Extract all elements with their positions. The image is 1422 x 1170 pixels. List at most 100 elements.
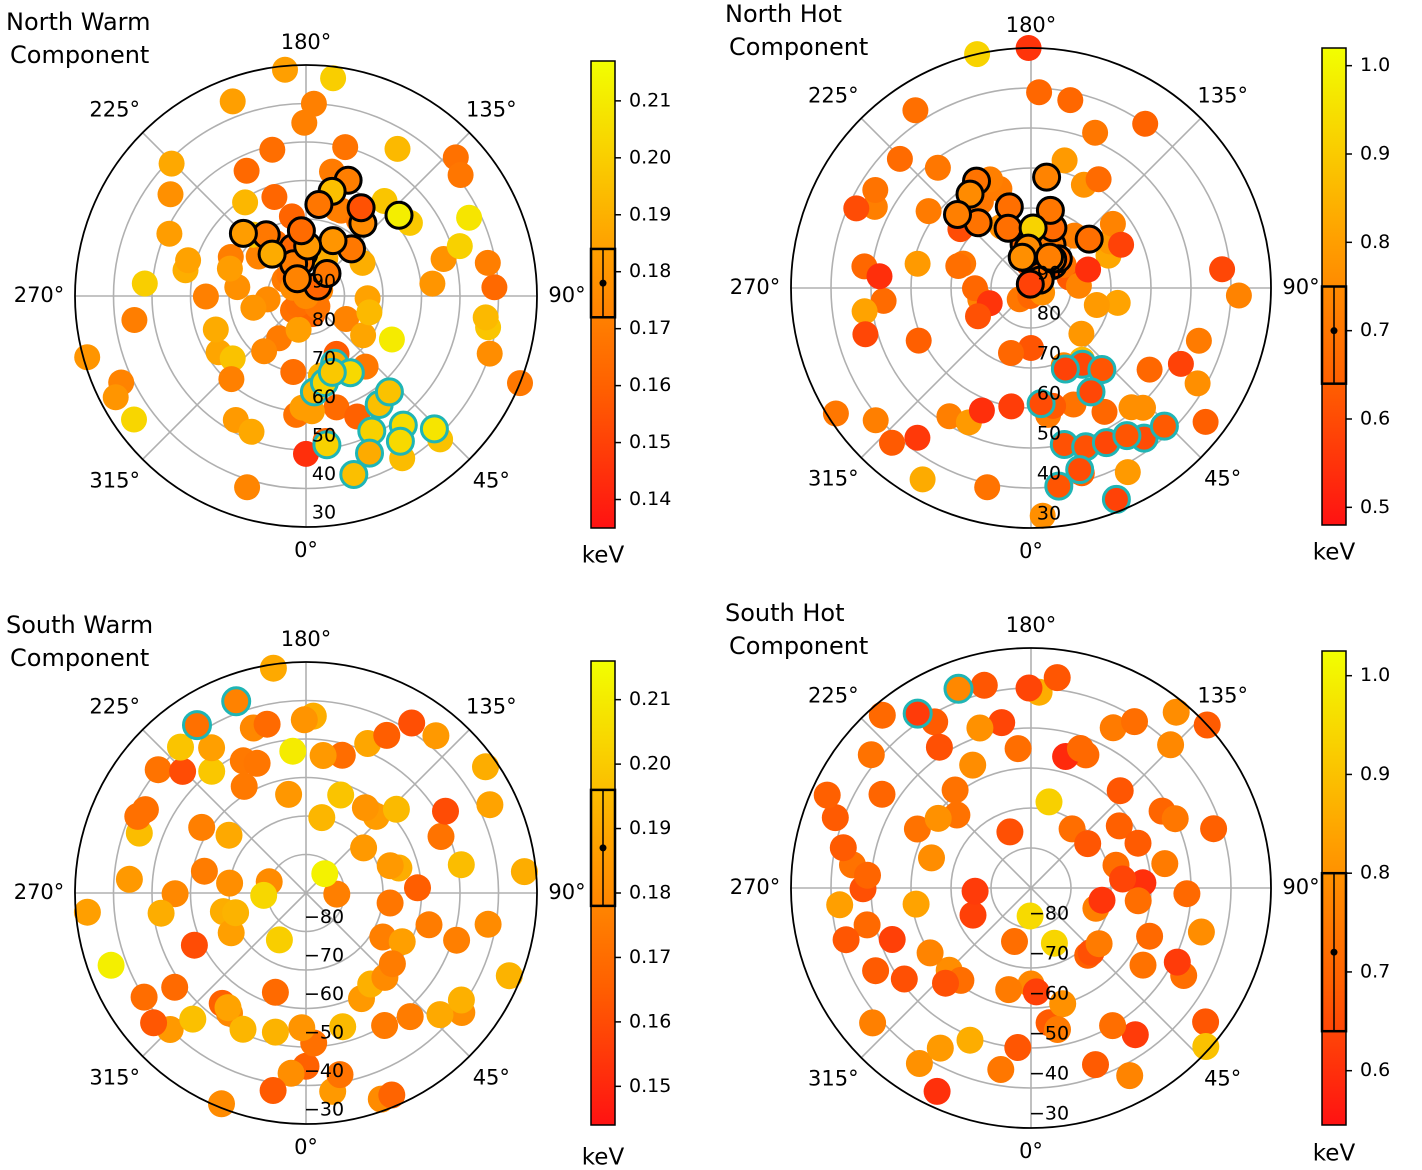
data-point <box>1035 242 1064 272</box>
data-point <box>217 919 245 947</box>
data-point <box>214 994 242 1022</box>
data-point <box>1035 195 1065 225</box>
data-point <box>158 150 185 177</box>
radial-tick-label: 40 <box>312 463 336 485</box>
data-point <box>941 776 969 804</box>
data-point <box>1022 978 1050 1006</box>
data-point <box>356 299 383 326</box>
data-point <box>265 926 293 954</box>
radial-tick-label: 40 <box>1037 463 1061 485</box>
colorbar-tick-label: 0.19 <box>629 203 671 225</box>
radial-tick-label: −60 <box>1029 983 1069 1005</box>
grid-spoke <box>1030 887 1202 1059</box>
data-point <box>998 393 1025 420</box>
data-point <box>868 780 896 808</box>
radial-tick-label: −80 <box>1029 903 1069 925</box>
data-point <box>923 1077 951 1105</box>
data-point <box>987 1056 1015 1083</box>
data-point <box>472 753 499 781</box>
grid-spoke <box>142 729 307 894</box>
data-point <box>1075 256 1102 283</box>
data-point <box>495 962 523 990</box>
data-point <box>179 1005 207 1033</box>
data-point <box>259 654 287 682</box>
radial-tick-label: 60 <box>312 386 336 408</box>
colorbar-marker <box>1330 327 1338 335</box>
colorbar-label: keV <box>582 543 625 569</box>
data-point <box>443 926 471 954</box>
data-point <box>1029 502 1056 529</box>
data-point <box>1074 224 1104 254</box>
data-point <box>862 177 889 203</box>
data-point <box>156 220 183 247</box>
radial-tick-label: 80 <box>1037 303 1061 325</box>
colorbar-tick-label: 0.21 <box>629 89 671 111</box>
data-point <box>350 322 377 349</box>
data-point <box>1099 1012 1127 1040</box>
colorbar-tick-label: 1.0 <box>1360 664 1390 686</box>
data-point <box>902 890 930 918</box>
data-point <box>826 891 854 919</box>
data-point <box>1192 408 1219 435</box>
polar-panel-3: −80 −70 −60 −50 −40 −30 180° 135° 90° 45° 0° 315° 27… <box>725 599 1390 1167</box>
colorbar-tick-label: 0.9 <box>1360 143 1390 165</box>
data-point <box>291 109 318 136</box>
data-point <box>905 1050 933 1077</box>
data-point <box>1114 459 1141 486</box>
angle-label: 45° <box>1204 467 1241 491</box>
radial-tick-label: 50 <box>1037 423 1061 445</box>
data-point <box>1105 812 1133 840</box>
colorbar-label: keV <box>1313 1141 1356 1167</box>
radial-tick-label: −30 <box>1029 1103 1069 1125</box>
data-point <box>323 394 350 421</box>
data-point <box>970 671 998 699</box>
data-point <box>472 304 499 331</box>
data-point <box>346 193 376 223</box>
data-point <box>456 204 483 231</box>
angle-label: 180° <box>281 30 332 54</box>
data-point <box>1157 731 1185 759</box>
colorbar-tick-label: 0.5 <box>1360 496 1390 518</box>
data-point <box>1184 370 1211 397</box>
data-point <box>308 804 336 832</box>
radial-tick-label: 90 <box>1037 263 1061 285</box>
data-point <box>916 939 944 967</box>
data-point <box>476 791 504 819</box>
data-point <box>1001 928 1028 955</box>
colorbar-tick-label: 0.9 <box>1360 763 1390 785</box>
data-point <box>1074 830 1102 858</box>
angle-label: 225° <box>89 695 140 719</box>
radial-tick-label: −60 <box>304 983 344 1005</box>
data-point <box>924 804 952 832</box>
angle-label: 135° <box>1197 683 1248 707</box>
data-point <box>238 418 265 445</box>
data-point <box>988 709 1016 737</box>
data-point <box>198 734 226 762</box>
data-point <box>918 844 945 872</box>
data-point <box>1149 411 1179 441</box>
data-point <box>261 1018 289 1046</box>
radial-tick-label: −50 <box>1029 1023 1069 1045</box>
data-point <box>312 430 342 460</box>
data-point <box>275 780 303 808</box>
angle-label: 270° <box>730 875 781 899</box>
data-point <box>285 316 312 343</box>
data-point <box>202 316 229 343</box>
radial-tick-label: −40 <box>304 1060 344 1082</box>
data-point <box>902 698 933 729</box>
radial-tick-label: −30 <box>304 1099 344 1121</box>
data-point <box>1124 887 1152 915</box>
colorbar-tick-label: 0.8 <box>1360 231 1390 253</box>
colorbar-marker <box>599 279 607 287</box>
data-point <box>926 1034 954 1062</box>
radial-tick-label: −70 <box>1029 943 1069 965</box>
data-point <box>216 255 243 282</box>
data-point <box>228 218 258 248</box>
angle-label: 315° <box>808 1067 859 1091</box>
data-point <box>924 154 951 181</box>
data-point <box>311 860 339 888</box>
data-point <box>854 861 881 889</box>
data-point <box>832 926 860 954</box>
radial-tick-label: 90 <box>312 271 336 293</box>
angle-label: 180° <box>1006 13 1057 37</box>
